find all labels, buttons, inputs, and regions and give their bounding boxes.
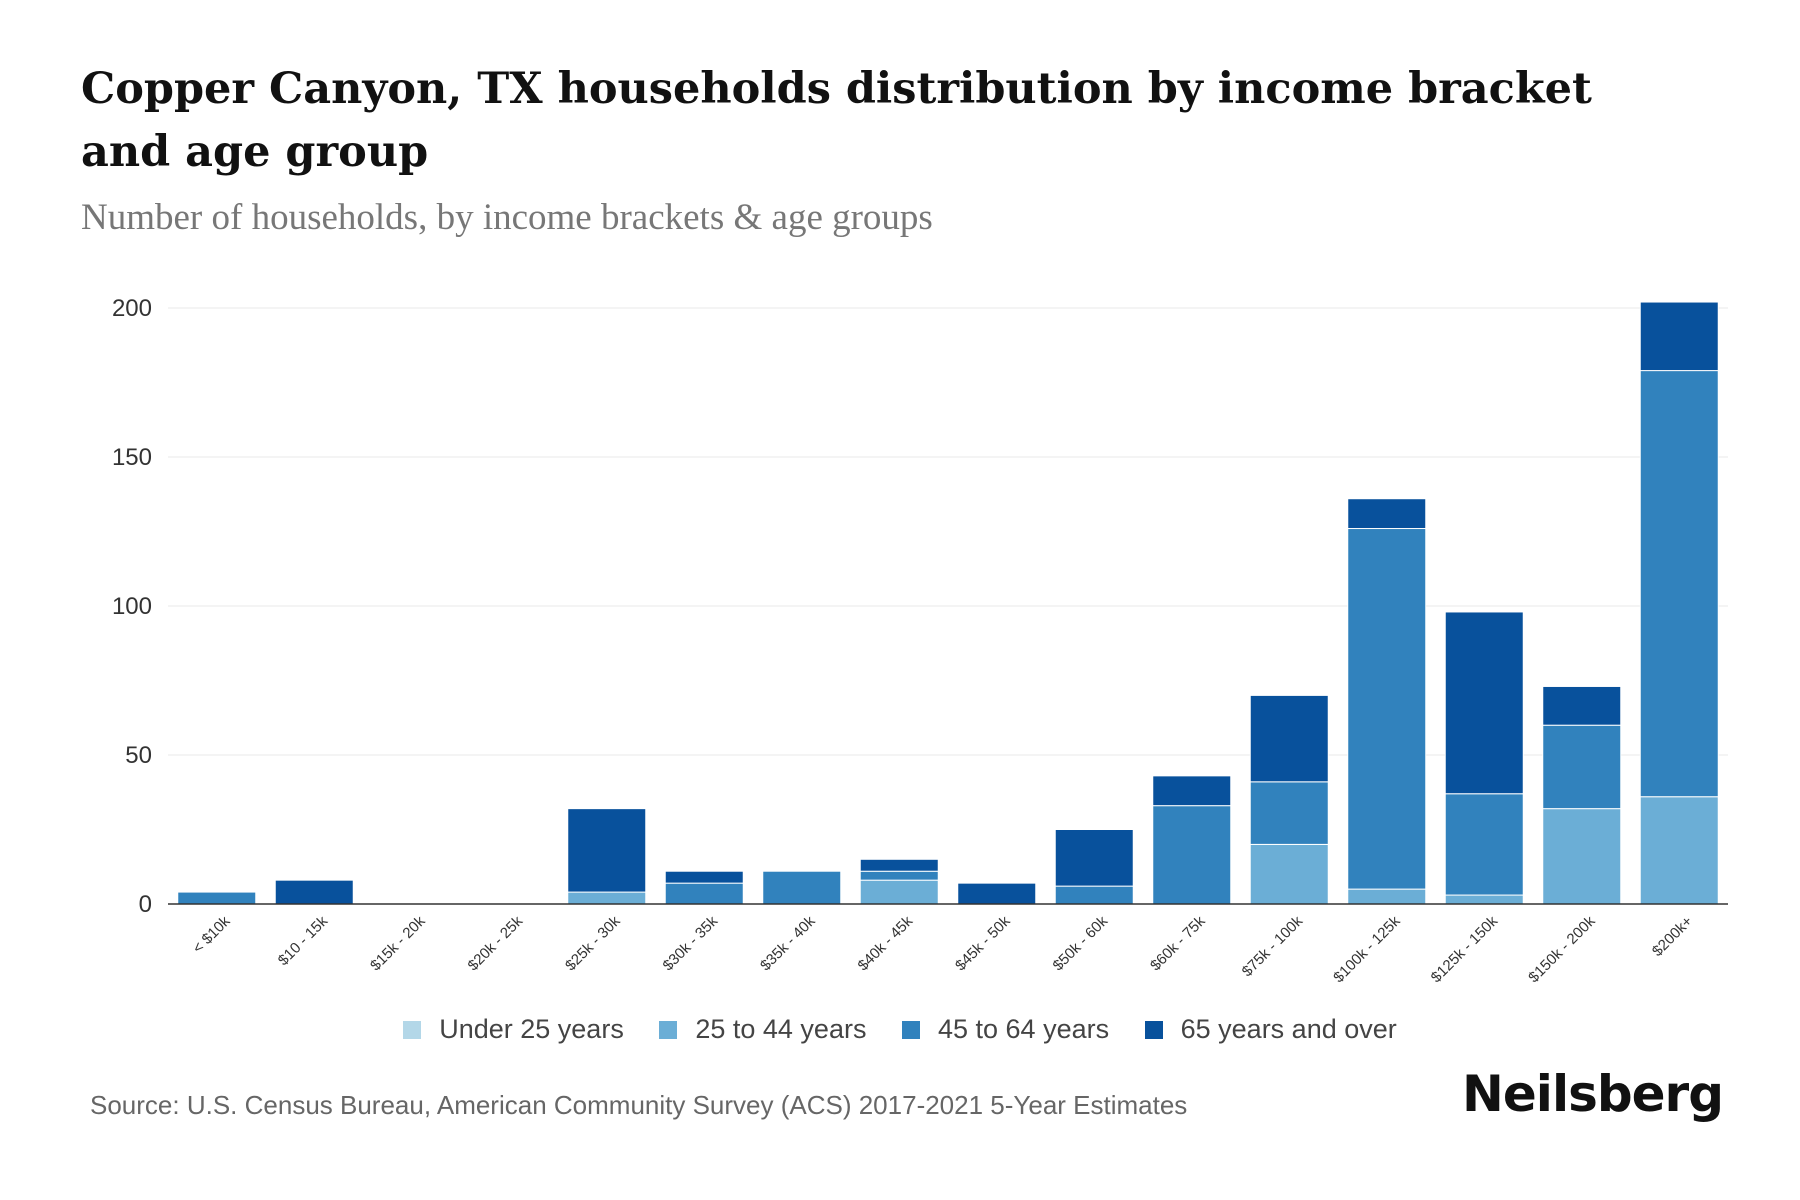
legend: Under 25 years 25 to 44 years 45 to 64 y… (0, 1014, 1800, 1046)
x-tick-label: $10 - 15k (275, 912, 332, 969)
legend-label: 25 to 44 years (695, 1014, 867, 1044)
bar-segment (1444, 793, 1524, 896)
x-tick-label: $125k - 150k (1428, 912, 1502, 986)
chart-title: Copper Canyon, TX households distributio… (81, 64, 1592, 177)
bar-segment (664, 870, 744, 884)
chart-subtitle: Number of households, by income brackets… (81, 197, 933, 238)
x-tick-label: $50k - 60k (1050, 912, 1112, 974)
bar-segment (664, 882, 744, 905)
legend-item-under-25: Under 25 years (403, 1014, 624, 1045)
bar-segment (274, 879, 354, 905)
bar-segment (567, 808, 647, 893)
bar-segment (859, 879, 939, 905)
bar-segment (1639, 301, 1719, 372)
bar-segment (1249, 781, 1329, 845)
bar-segment (1249, 694, 1329, 783)
bar-segment (1347, 528, 1427, 890)
bar-segment (1542, 808, 1622, 905)
stacked-bar-chart: 0 50 100 150 200 < $10k $10 - 15k $15k - 20k $2… (112, 295, 1728, 986)
legend-swatch (901, 1020, 920, 1039)
bar-segment (1152, 775, 1232, 807)
bar-segment (1347, 888, 1427, 905)
legend-label: 45 to 64 years (937, 1014, 1110, 1044)
bar-segment (1054, 885, 1134, 905)
legend-item-25-to-44: 25 to 44 years (659, 1014, 866, 1045)
legend-label: Under 25 years (439, 1014, 624, 1044)
y-tick-label: 50 (125, 742, 152, 769)
bar-segment (957, 882, 1037, 905)
bar-segment (567, 891, 647, 905)
bar-segment (1054, 829, 1134, 887)
x-tick-label: $200k+ (1649, 913, 1696, 960)
bar-segment (1444, 611, 1524, 795)
y-tick-label: 0 (139, 891, 152, 918)
legend-item-45-to-64: 45 to 64 years (901, 1014, 1110, 1045)
x-tick-label: $35k - 40k (757, 912, 819, 974)
legend-swatch (403, 1020, 422, 1039)
x-tick-label: < $10k (189, 912, 234, 957)
legend-item-65-plus: 65 years and over (1144, 1014, 1397, 1045)
y-tick-label: 150 (112, 444, 152, 471)
bar-segment (1444, 894, 1524, 905)
bar-segment (1152, 805, 1232, 905)
x-tick-label: $25k - 30k (562, 912, 624, 974)
y-tick-label: 200 (112, 295, 152, 322)
bar-segment (1249, 843, 1329, 905)
bar-segment (859, 870, 939, 881)
bar-segment (1639, 370, 1719, 798)
bar-segment (177, 891, 257, 905)
y-tick-label: 100 (112, 593, 152, 620)
legend-swatch (659, 1020, 678, 1039)
brand-logo: Neilsberg (1462, 1065, 1724, 1123)
x-tick-label: $100k - 125k (1330, 912, 1404, 986)
x-tick-label: $150k - 200k (1525, 912, 1599, 986)
y-axis-ticks: 0 50 100 150 200 (112, 295, 152, 918)
legend-label: 65 years and over (1180, 1014, 1397, 1044)
x-tick-label: $20k - 25k (465, 912, 527, 974)
bar-segment (1639, 796, 1719, 905)
x-tick-label: $75k - 100k (1239, 912, 1307, 980)
x-tick-label: $60k - 75k (1147, 912, 1209, 974)
bar-segment (1542, 685, 1622, 726)
legend-swatch (1144, 1020, 1163, 1039)
x-tick-label: $40k - 45k (855, 912, 917, 974)
bar-segment (762, 870, 842, 905)
x-tick-label: $30k - 35k (660, 912, 722, 974)
x-tick-label: $45k - 50k (952, 912, 1014, 974)
bars (177, 301, 1719, 905)
bar-segment (859, 858, 939, 872)
bar-segment (1542, 724, 1622, 810)
x-tick-label: $15k - 20k (367, 912, 429, 974)
bar-segment (1347, 498, 1427, 530)
x-axis-ticks: < $10k $10 - 15k $15k - 20k $20k - 25k $25k … (189, 912, 1696, 986)
source-note: Source: U.S. Census Bureau, American Com… (90, 1090, 1188, 1120)
